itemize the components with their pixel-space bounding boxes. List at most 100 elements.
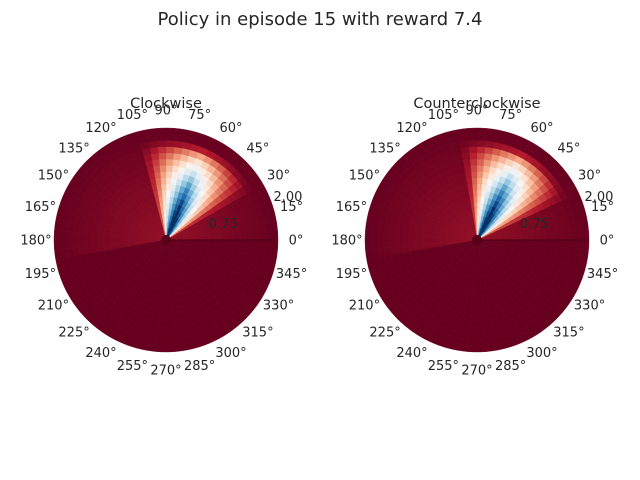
- heatmap-cell: [252, 231, 260, 241]
- heatmap-cell: [165, 338, 176, 346]
- heatmap-cell: [476, 326, 486, 334]
- heatmap-cell: [474, 264, 478, 272]
- heatmap-cell: [170, 183, 176, 192]
- heatmap-cell: [563, 231, 571, 241]
- heatmap-cell: [471, 177, 478, 185]
- heatmap-cell: [377, 231, 385, 241]
- heatmap-cell: [476, 158, 485, 166]
- heatmap-cell: [258, 239, 266, 249]
- heatmap-cell: [389, 239, 397, 248]
- heatmap-cell: [457, 343, 468, 352]
- heatmap-cell: [157, 326, 167, 334]
- heatmap-cell: [109, 239, 117, 246]
- heatmap-cell: [165, 326, 175, 334]
- heatmap-cell: [109, 230, 118, 236]
- heatmap-cell: [159, 165, 167, 173]
- heatmap-cell: [377, 239, 385, 249]
- heatmap-cell: [460, 146, 470, 155]
- heatmap-cell: [467, 134, 478, 142]
- angle-tick-label: 75°: [188, 108, 211, 123]
- angle-tick-label: 285°: [184, 359, 215, 374]
- heatmap-cell: [156, 345, 167, 353]
- heatmap-cell: [165, 177, 172, 185]
- heatmap-cell: [66, 231, 74, 241]
- heatmap-cell: [433, 235, 441, 241]
- heatmap-cell: [79, 224, 87, 234]
- heatmap-cell: [476, 202, 481, 210]
- heatmap-cell: [165, 171, 173, 179]
- heatmap-cell: [269, 249, 278, 260]
- heatmap-cell: [468, 140, 478, 148]
- angle-tick-label: 180°: [331, 234, 362, 249]
- angle-tick-label: 180°: [20, 234, 51, 249]
- heatmap-cell: [165, 295, 172, 303]
- heatmap-cell: [163, 264, 167, 272]
- heatmap-cell: [79, 246, 87, 256]
- heatmap-cell: [246, 239, 254, 248]
- heatmap-cell: [471, 289, 478, 297]
- heatmap-cell: [150, 319, 160, 327]
- heatmap-cell: [54, 249, 63, 260]
- heatmap-cell: [165, 307, 173, 315]
- heatmap-cell: [476, 320, 485, 328]
- heatmap-cell: [562, 223, 571, 233]
- heatmap-cell: [383, 223, 392, 233]
- heatmap-cell: [544, 245, 552, 254]
- heatmap-cell: [364, 230, 372, 241]
- heatmap-cell: [389, 232, 397, 241]
- radial-tick-label: 0.75: [520, 217, 549, 232]
- angle-tick-label: 240°: [85, 346, 116, 361]
- heatmap-cell: [476, 140, 486, 148]
- angle-tick-label: 30°: [578, 169, 601, 184]
- heatmap-cell: [470, 171, 478, 179]
- heatmap-cell: [97, 233, 105, 241]
- heatmap-cell: [109, 234, 117, 241]
- heatmap-cell: [240, 239, 248, 248]
- heatmap-cell: [53, 239, 61, 250]
- heatmap-cell: [461, 319, 471, 327]
- heatmap-cell: [402, 239, 410, 247]
- heatmap-cell: [420, 234, 428, 241]
- heatmap-cell: [544, 233, 552, 241]
- heatmap-cell: [365, 249, 374, 260]
- angle-tick-label: 60°: [530, 121, 553, 136]
- radial-tick-label: 2.00: [273, 190, 302, 205]
- heatmap-cell: [484, 325, 494, 334]
- angle-tick-label: 195°: [25, 267, 56, 282]
- heatmap-cell: [562, 247, 571, 257]
- heatmap-cell: [78, 232, 86, 241]
- heatmap-cell: [165, 208, 169, 216]
- heatmap-cell: [209, 239, 216, 245]
- heatmap-cell: [157, 332, 167, 340]
- heatmap-cell: [532, 239, 540, 246]
- angle-tick-label: 165°: [336, 200, 367, 215]
- angle-tick-label: 255°: [117, 359, 148, 374]
- heatmap-cell: [538, 233, 546, 241]
- angle-tick-label: 315°: [553, 325, 584, 340]
- heatmap-cell: [476, 301, 484, 309]
- angle-tick-label: 315°: [242, 325, 273, 340]
- heatmap-cell: [158, 152, 167, 160]
- heatmap-cell: [526, 234, 534, 241]
- heatmap-cell: [173, 146, 183, 155]
- heatmap-cell: [215, 234, 223, 241]
- heatmap-cell: [473, 270, 478, 278]
- heatmap-cell: [97, 227, 105, 235]
- heatmap-cell: [476, 295, 483, 303]
- heatmap-cell: [175, 343, 186, 352]
- heatmap-cell: [160, 289, 167, 297]
- radial-ticks-clockwise: 0.75 2.00: [209, 190, 303, 232]
- heatmap-cell: [395, 239, 403, 248]
- heatmap-cell: [396, 246, 404, 255]
- heatmap-cell: [580, 249, 589, 260]
- heatmap-cell: [165, 146, 175, 154]
- heatmap-cell: [116, 231, 124, 237]
- radial-tick-label: 2.00: [584, 190, 613, 205]
- heatmap-cell: [519, 243, 527, 249]
- angle-tick-label: 225°: [369, 325, 400, 340]
- heatmap-cell: [227, 233, 235, 241]
- heatmap-cell: [165, 127, 176, 135]
- heatmap-cell: [390, 246, 398, 256]
- heatmap-cell: [271, 230, 279, 241]
- heatmap-cell: [557, 232, 565, 241]
